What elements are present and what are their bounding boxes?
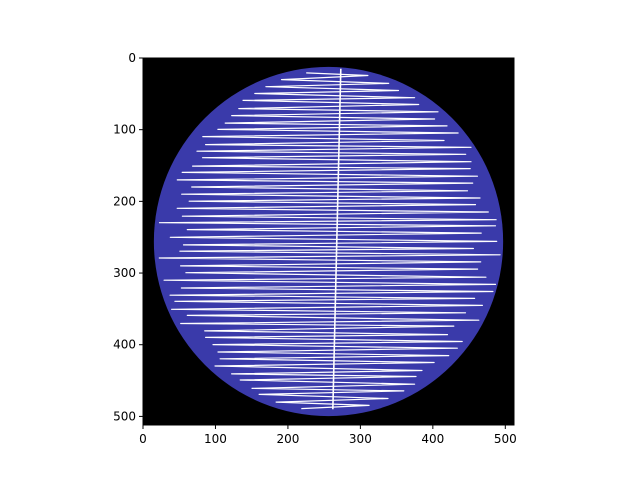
- x-tick-label: 400: [421, 432, 444, 446]
- x-tick-label: 0: [139, 432, 147, 446]
- axes-frame: [142, 57, 515, 426]
- y-axis: 0 100 200 300 400 500: [113, 51, 143, 423]
- x-tick-label: 100: [204, 432, 227, 446]
- trace-path: [158, 72, 501, 410]
- trace-lines: [158, 72, 501, 410]
- y-tick-label: 100: [113, 123, 136, 137]
- plot-area: [143, 58, 514, 425]
- x-tick-label: 300: [349, 432, 372, 446]
- y-tick-label: 400: [113, 338, 136, 352]
- y-tick-label: 300: [113, 266, 136, 280]
- y-tick-label: 500: [113, 409, 136, 423]
- y-tick-label: 200: [113, 194, 136, 208]
- x-tick-label: 200: [276, 432, 299, 446]
- y-tick-label: 0: [128, 51, 136, 65]
- x-axis: 0 100 200 300 400 500: [139, 425, 517, 446]
- x-tick-label: 500: [494, 432, 517, 446]
- trace-axis-line: [332, 68, 342, 410]
